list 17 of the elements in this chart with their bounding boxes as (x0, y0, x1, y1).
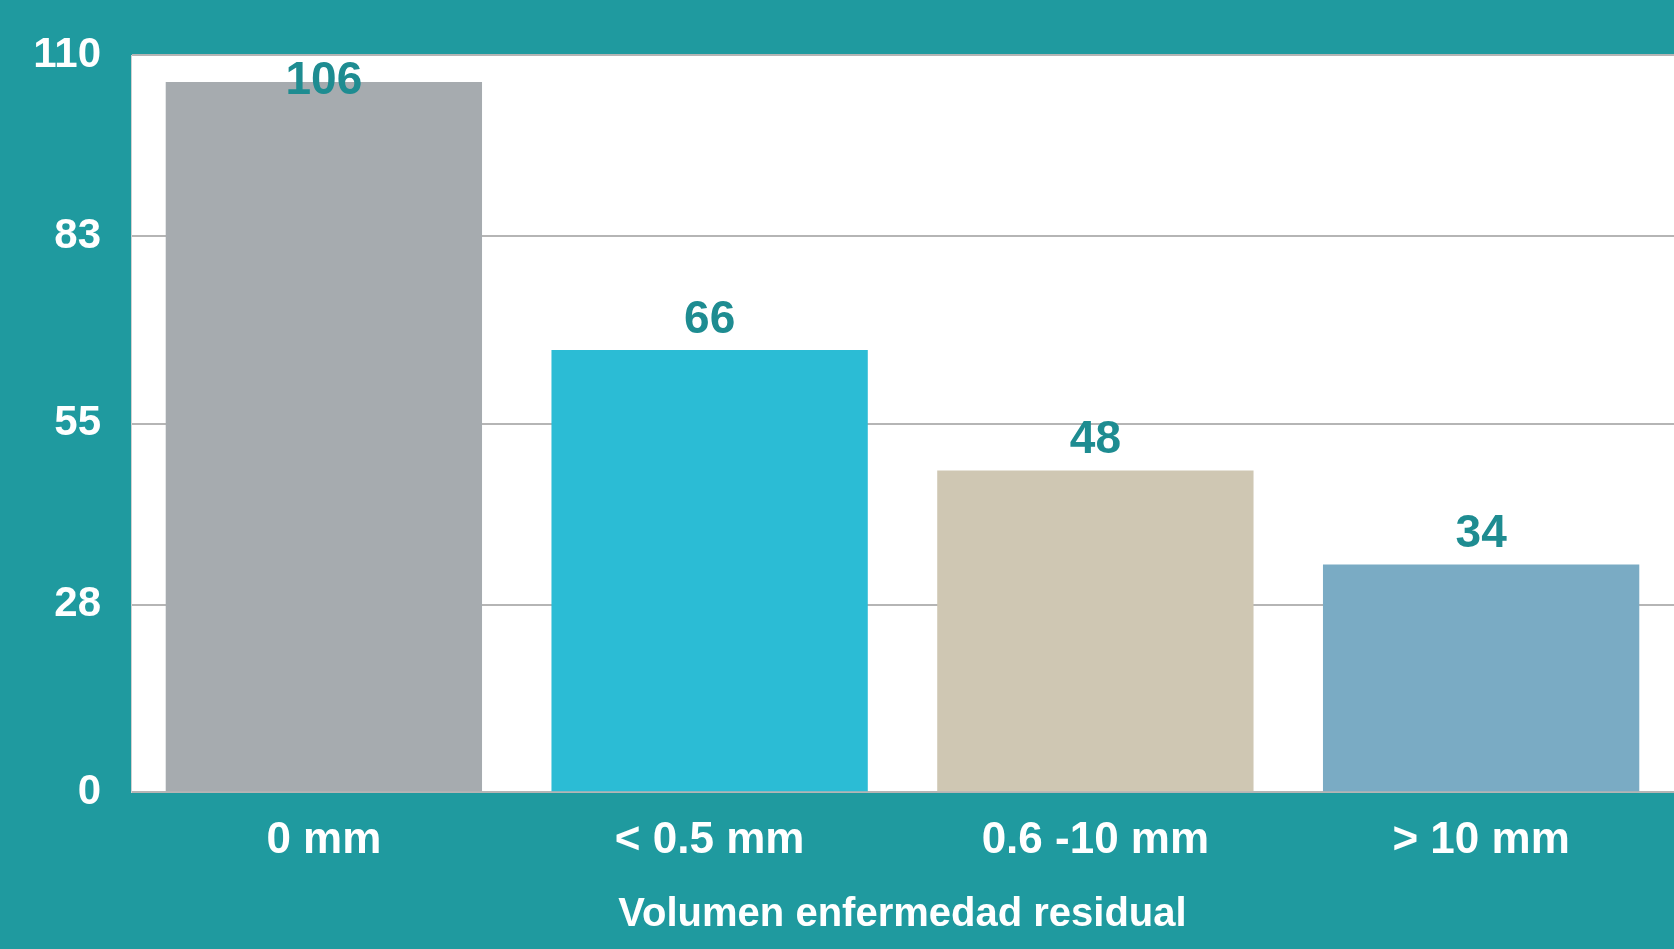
y-tick-label: 55 (54, 397, 101, 445)
y-tick-label: 110 (33, 28, 101, 76)
x-axis-title: Volumen enfermedad residual (618, 890, 1187, 935)
y-tick-label: 0 (77, 765, 101, 813)
x-tick-label: 0 mm (266, 812, 382, 862)
bar (551, 350, 868, 792)
data-label: 34 (1455, 505, 1508, 558)
bar (937, 470, 1254, 792)
data-label: 66 (684, 290, 736, 343)
y-tick-label: 28 (54, 578, 101, 626)
x-tick-label: < 0.5 mm (614, 812, 805, 862)
x-tick-label: > 10 mm (1392, 812, 1570, 862)
bar (1322, 564, 1640, 792)
data-label: 48 (1069, 411, 1121, 464)
y-tick-label: 83 (54, 209, 101, 257)
x-tick-label: 0.6 -10 mm (981, 812, 1210, 862)
data-label: 106 (285, 51, 363, 104)
